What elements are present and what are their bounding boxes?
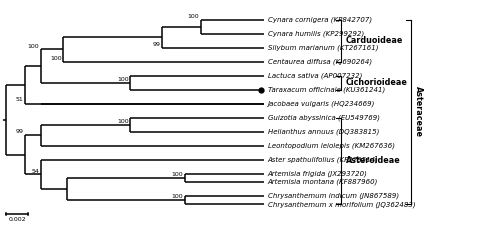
Text: 100: 100 <box>188 14 199 19</box>
Text: Cynara humilis (KP299292): Cynara humilis (KP299292) <box>268 30 364 37</box>
Text: Aster spathulifolius (KF279514): Aster spathulifolius (KF279514) <box>268 156 378 163</box>
Text: Leontopodium leiolepis (KM267636): Leontopodium leiolepis (KM267636) <box>268 142 394 149</box>
Text: 0.002: 0.002 <box>8 217 26 222</box>
Text: Silybum marianum (KT267161): Silybum marianum (KT267161) <box>268 44 378 51</box>
Text: 51: 51 <box>16 97 24 102</box>
Text: Taraxacum officinale (KU361241): Taraxacum officinale (KU361241) <box>268 86 385 93</box>
Text: Asteraceae: Asteraceae <box>414 86 424 137</box>
Text: Helianthus annuus (DQ383815): Helianthus annuus (DQ383815) <box>268 128 379 135</box>
Text: Centaurea diffusa (KJ690264): Centaurea diffusa (KJ690264) <box>268 58 372 65</box>
Text: Cynara cornigera (KP842707): Cynara cornigera (KP842707) <box>268 16 372 23</box>
Text: 100: 100 <box>117 77 129 82</box>
Text: Lactuca sativa (AP007232): Lactuca sativa (AP007232) <box>268 72 362 79</box>
Text: Artemisia montana (KF887960): Artemisia montana (KF887960) <box>268 179 378 185</box>
Text: 100: 100 <box>117 119 129 124</box>
Text: Jacobaea vulgaris (HQ234669): Jacobaea vulgaris (HQ234669) <box>268 100 375 107</box>
Text: 99: 99 <box>16 129 24 134</box>
Text: Guizotia abyssinica (EU549769): Guizotia abyssinica (EU549769) <box>268 114 380 121</box>
Text: Carduoideae: Carduoideae <box>346 36 403 45</box>
Text: 99: 99 <box>152 42 160 47</box>
Text: 100: 100 <box>172 172 183 177</box>
Text: 100: 100 <box>28 44 40 49</box>
Text: Chrysanthemum indicum (JN867589): Chrysanthemum indicum (JN867589) <box>268 193 398 199</box>
Text: Asteroideae: Asteroideae <box>346 156 401 165</box>
Text: 100: 100 <box>50 56 62 61</box>
Text: 54: 54 <box>32 169 40 173</box>
Text: Cichorioideae: Cichorioideae <box>346 78 408 87</box>
Text: 100: 100 <box>172 194 183 199</box>
Text: Chrysanthemum x morifolium (JQ362483): Chrysanthemum x morifolium (JQ362483) <box>268 201 415 208</box>
Text: Artemisia frigida (JX293720): Artemisia frigida (JX293720) <box>268 170 368 177</box>
